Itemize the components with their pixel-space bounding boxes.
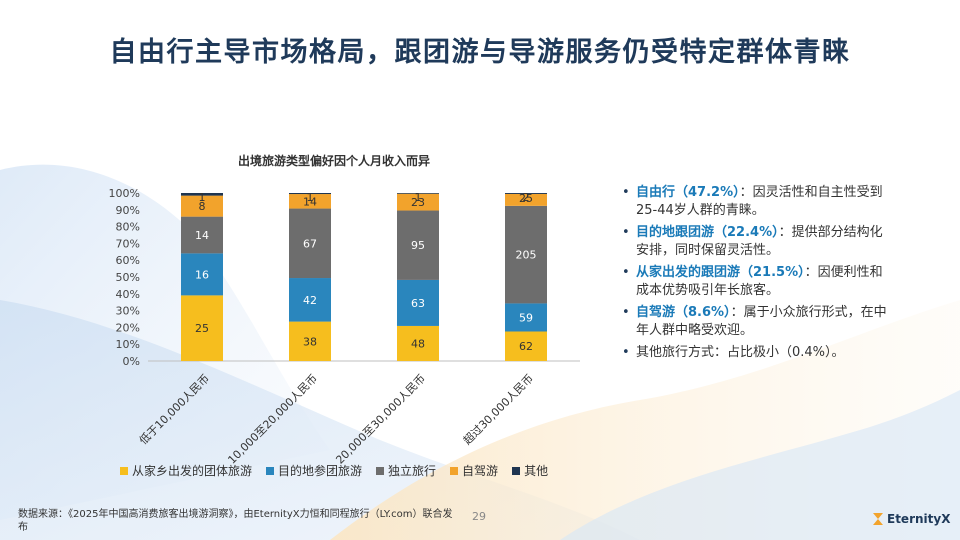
insight-item: 自驾游（8.6%）：属于小众旅行形式，在中年人群中略受欢迎。 xyxy=(620,304,890,340)
data-label: 205 xyxy=(516,249,537,262)
logo-text: EternityX xyxy=(887,512,951,526)
y-tick-label: 60% xyxy=(116,254,140,267)
legend-label: 目的地参团旅游 xyxy=(278,464,363,478)
legend-label: 其他 xyxy=(524,464,549,478)
legend-swatch xyxy=(266,466,275,475)
insight-list: 自由行（47.2%）：因灵活性和自主性受到25-44岁人群的青睐。目的地跟团游（… xyxy=(620,184,890,366)
data-label: 63 xyxy=(411,297,425,310)
y-tick-label: 50% xyxy=(116,271,140,284)
legend-swatch xyxy=(376,466,385,475)
legend-item: 从家乡出发的团体旅游 xyxy=(120,462,252,479)
y-tick-label: 30% xyxy=(116,305,140,318)
x-category-label: 超过30,000人民币 xyxy=(460,371,536,447)
bar-segment xyxy=(289,278,331,322)
legend-swatch xyxy=(120,466,128,475)
bar-segment xyxy=(397,279,439,326)
legend-swatch xyxy=(450,466,459,475)
data-label: 16 xyxy=(195,268,209,281)
insight-highlight: 目的地跟团游（22.4%） xyxy=(636,225,779,240)
data-label: 59 xyxy=(519,311,533,324)
bar-segment xyxy=(397,325,439,361)
y-tick-label: 10% xyxy=(116,338,140,351)
y-tick-label: 20% xyxy=(116,321,140,334)
bar-segment xyxy=(505,205,547,304)
bar-segment xyxy=(181,216,223,254)
bar-segment xyxy=(505,331,547,361)
bar-segment xyxy=(289,194,331,209)
y-tick-label: 90% xyxy=(116,204,140,217)
data-label: 25 xyxy=(195,322,209,335)
bar-segment xyxy=(181,193,223,196)
y-tick-label: 0% xyxy=(123,355,140,368)
y-tick-label: 40% xyxy=(116,288,140,301)
bar-segment xyxy=(397,193,439,211)
legend-label: 独立旅行 xyxy=(388,464,437,478)
bar-segment xyxy=(289,193,331,195)
legend-item: 其他 xyxy=(512,462,548,479)
chart-legend: 从家乡出发的团体旅游 目的地参团旅游 独立旅行 自驾游 其他 xyxy=(120,462,548,479)
page-number: 29 xyxy=(472,510,486,523)
insight-highlight: 自由行（47.2%） xyxy=(636,185,740,200)
bar-segment xyxy=(181,195,223,217)
insight-text: ：提供部分结构化安排，同时保留灵活性。 xyxy=(636,225,883,258)
bar-segment xyxy=(181,253,223,296)
bar-segment xyxy=(505,193,547,206)
source-note: 数据来源：《2025年中国高消费旅客出境游洞察》，由EternityX力恒和同程… xyxy=(18,509,453,533)
legend-item: 独立旅行 xyxy=(376,462,436,479)
insight-highlight: 自驾游（8.6%） xyxy=(636,305,731,320)
data-label: 62 xyxy=(519,340,533,353)
insight-text: ：因便利性和成本优势吸引年长旅客。 xyxy=(636,265,883,298)
data-label: 1 xyxy=(415,191,422,204)
bar-segment xyxy=(181,295,223,361)
bar-segment xyxy=(289,321,331,361)
x-category-label: 低于10,000人民币 xyxy=(137,372,212,447)
data-label: 14 xyxy=(195,229,209,242)
data-label: 42 xyxy=(303,294,317,307)
insight-text: ：因灵活性和自主性受到25-44岁人群的青睐。 xyxy=(636,185,883,218)
y-tick-label: 80% xyxy=(116,221,140,234)
bar-segment xyxy=(505,303,547,332)
insight-item: 目的地跟团游（22.4%）：提供部分结构化安排，同时保留灵活性。 xyxy=(620,224,890,260)
bar-segment xyxy=(289,208,331,279)
legend-item: 自驾游 xyxy=(450,462,498,479)
insight-text: ：属于小众旅行形式，在中年人群中略受欢迎。 xyxy=(636,305,887,338)
x-category-label: 10,000至20,000人民币 xyxy=(225,372,320,467)
insight-item: 其他旅行方式：占比极小（0.4%）。 xyxy=(620,344,890,362)
legend-label: 自驾游 xyxy=(462,464,499,478)
insight-item: 从家出发的跟团游（21.5%）：因便利性和成本优势吸引年长旅客。 xyxy=(620,264,890,300)
data-label: 48 xyxy=(411,337,425,350)
hourglass-icon xyxy=(873,513,883,525)
legend-item: 目的地参团旅游 xyxy=(266,462,362,479)
x-category-label: 20,000至30,000人民币 xyxy=(333,372,428,467)
data-label: 25 xyxy=(519,192,533,205)
data-label: 8 xyxy=(199,200,206,213)
data-label: 14 xyxy=(303,195,317,208)
legend-label: 从家乡出发的团体旅游 xyxy=(132,464,253,478)
data-label: 1 xyxy=(199,191,206,204)
data-label: 1 xyxy=(307,191,314,204)
legend-swatch xyxy=(512,466,521,475)
data-label: 2 xyxy=(523,191,530,204)
data-label: 38 xyxy=(303,335,317,348)
chart-title: 出境旅游类型偏好因个人月收入而异 xyxy=(238,153,430,168)
bar-segment xyxy=(397,210,439,280)
data-label: 95 xyxy=(411,239,425,252)
data-label: 23 xyxy=(411,196,425,209)
insight-item: 自由行（47.2%）：因灵活性和自主性受到25-44岁人群的青睐。 xyxy=(620,184,890,220)
y-tick-label: 70% xyxy=(116,237,140,250)
insight-highlight: 从家出发的跟团游（21.5%） xyxy=(636,265,805,280)
bar-segment xyxy=(505,193,547,194)
page-title: 自由行主导市场格局，跟团游与导游服务仍受特定群体青睐 xyxy=(109,37,851,68)
y-tick-label: 100% xyxy=(109,187,140,200)
data-label: 67 xyxy=(303,237,317,250)
insight-text: 其他旅行方式：占比极小（0.4%）。 xyxy=(636,345,845,360)
brand-logo: EternityX xyxy=(872,512,950,526)
bar-segment xyxy=(397,193,439,194)
